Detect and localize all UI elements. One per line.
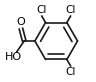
Text: Cl: Cl (65, 67, 76, 77)
Text: Cl: Cl (65, 5, 76, 15)
Text: Cl: Cl (37, 5, 47, 15)
Text: HO: HO (5, 52, 22, 62)
Text: O: O (17, 17, 25, 27)
